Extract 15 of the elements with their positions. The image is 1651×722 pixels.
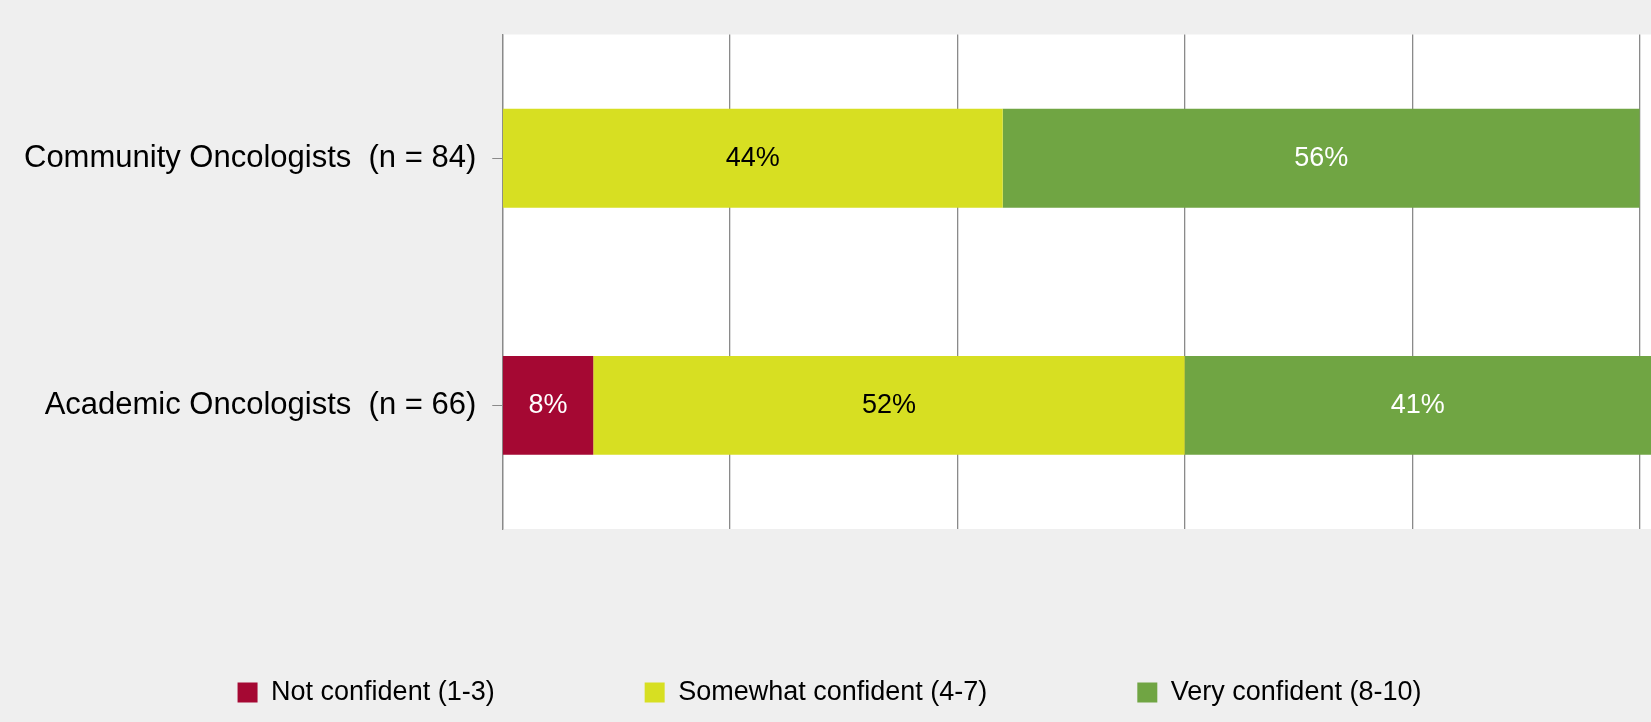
data-label: 8%	[528, 388, 568, 419]
data-label: 41%	[1390, 388, 1445, 419]
data-label: 56%	[1294, 141, 1349, 172]
legend-label: Very confident (8-10)	[1170, 675, 1422, 706]
data-label: 44%	[725, 141, 780, 172]
legend-label: Not confident (1-3)	[271, 675, 495, 706]
bar	[1184, 355, 1651, 455]
data-label: 52%	[861, 388, 916, 419]
bar	[502, 108, 1003, 208]
y-tick-label: Community Oncologists (n = 84)	[23, 138, 477, 174]
y-tick-label: Academic Oncologists (n = 66)	[44, 385, 477, 421]
legend-label: Somewhat confident (4-7)	[678, 675, 988, 706]
bar	[593, 355, 1185, 455]
bar	[1002, 108, 1640, 208]
bar	[502, 355, 594, 455]
